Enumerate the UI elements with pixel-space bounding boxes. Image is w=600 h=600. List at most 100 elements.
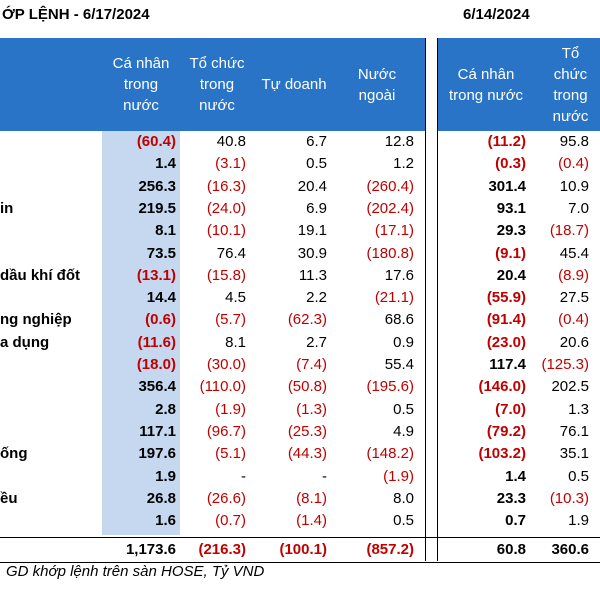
header-right: Cá nhân trong nước Tổ chức trong nước <box>437 38 600 131</box>
table-cell: (7.0) <box>495 400 526 418</box>
table-cell: (148.2) <box>366 445 414 463</box>
table-row: 117.1 (96.7) (25.3) 4.9 (79.2) 76.1 <box>0 423 600 445</box>
table-cell: 8.1 <box>225 333 246 351</box>
table-cell: 4.5 <box>225 289 246 307</box>
table-cell: (5.1) <box>215 445 246 463</box>
table-cell: (100.1) <box>279 541 327 558</box>
table-cell: (180.8) <box>366 244 414 262</box>
table-cell: 8.0 <box>393 489 414 507</box>
table-row: ng nghiệp (0.6) (5.7) (62.3) 68.6 (91.4) (0.4) <box>0 311 600 333</box>
table-cell: 20.4 <box>496 266 526 284</box>
column-divider <box>437 38 438 561</box>
header-ca-nhan-prev: Cá nhân trong nước <box>448 65 524 104</box>
table-cell: (9.1) <box>495 244 526 262</box>
table-cell: 12.8 <box>384 133 414 150</box>
table-cell: 2.2 <box>306 289 327 307</box>
table-cell: (62.3) <box>287 311 327 329</box>
table-cell: 0.9 <box>393 333 414 351</box>
table-cell: (0.4) <box>558 155 589 173</box>
table-cell: (25.3) <box>287 422 327 440</box>
table-cell: 29.3 <box>496 222 526 240</box>
table-cell: 4.9 <box>393 422 414 440</box>
row-label: ống <box>0 445 28 463</box>
table-cell: (0.6) <box>145 311 176 329</box>
header-nuoc-ngoai: Nước ngoài <box>357 65 397 104</box>
table-cell: 2.8 <box>155 400 176 418</box>
table-cell: (24.0) <box>206 199 246 217</box>
table-cell: 219.5 <box>138 199 176 217</box>
table-cell: (857.2) <box>366 541 414 558</box>
row-label: a dụng <box>0 333 50 351</box>
table-cell: (18.7) <box>549 222 589 240</box>
table-cell: 68.6 <box>384 311 414 329</box>
table-row: 73.5 76.4 30.9 (180.8) (9.1) 45.4 <box>0 245 600 267</box>
table-cell: (202.4) <box>366 199 414 217</box>
table-cell: 117.1 <box>139 422 176 440</box>
table-cell: 6.7 <box>306 133 327 150</box>
table-cell: (96.7) <box>206 422 246 440</box>
table-cell: (195.6) <box>366 378 414 396</box>
table-row: 1.6 (0.7) (1.4) 0.5 0.7 1.9 <box>0 512 600 534</box>
table-row: in 219.5 (24.0) 6.9 (202.4) 93.1 7.0 <box>0 200 600 222</box>
table-cell: 1.4 <box>505 467 526 485</box>
table-cell: (1.9) <box>215 400 246 418</box>
table-cell: (110.0) <box>199 378 246 396</box>
table-cell: 19.1 <box>297 222 327 240</box>
table-cell: 95.8 <box>559 133 589 150</box>
table-cell: 1.6 <box>155 512 176 530</box>
table-cell: (60.4) <box>136 133 176 150</box>
table-cell: 1.9 <box>155 467 176 485</box>
table-cell: (260.4) <box>366 177 414 195</box>
table-cell: 1,173.6 <box>125 541 176 558</box>
table-cell: - <box>241 467 246 485</box>
table-cell: 301.4 <box>488 177 526 195</box>
table-row: ều 26.8 (26.6) (8.1) 8.0 23.3 (10.3) <box>0 490 600 512</box>
row-label: ều <box>0 489 18 507</box>
table-cell: (91.4) <box>486 311 526 329</box>
table-cell: (18.0) <box>136 356 176 373</box>
table-cell: (23.0) <box>486 333 526 351</box>
table-cell: 76.4 <box>216 244 246 262</box>
table-cell: (15.8) <box>206 266 246 284</box>
table-cell: 93.1 <box>496 199 526 217</box>
table-cell: (11.2) <box>487 133 526 150</box>
table-cell: (7.4) <box>296 356 327 373</box>
header-left: Cá nhân trong nước Tổ chức trong nước Tự… <box>0 38 425 131</box>
table-cell: (146.0) <box>478 378 526 396</box>
table-row: 14.4 4.5 2.2 (21.1) (55.9) 27.5 <box>0 289 600 311</box>
table-cell: 30.9 <box>297 244 327 262</box>
table-row: (60.4) 40.8 6.7 12.8 (11.2) 95.8 <box>0 133 600 155</box>
header-to-chuc-prev: Tổ chức trong nước <box>552 44 589 125</box>
table-cell: (1.3) <box>296 400 327 418</box>
table-cell: (44.3) <box>287 445 327 463</box>
table-cell: 10.9 <box>559 177 589 195</box>
highlight-column <box>102 131 180 535</box>
table-cell: (79.2) <box>486 422 526 440</box>
total-row: 1,173.6 (216.3) (100.1) (857.2) 60.8 360.6 <box>0 537 600 563</box>
table-cell: (5.7) <box>215 311 246 329</box>
table-cell: 0.5 <box>306 155 327 173</box>
table-cell: (16.3) <box>206 177 246 195</box>
table-row: a dụng (11.6) 8.1 2.7 0.9 (23.0) 20.6 <box>0 334 600 356</box>
table-cell: 356.4 <box>138 378 176 396</box>
table-cell: (10.1) <box>206 222 246 240</box>
table-cell: 117.4 <box>489 356 526 373</box>
table-cell: 35.1 <box>559 445 589 463</box>
table-cell: (26.6) <box>206 489 246 507</box>
table-cell: 197.6 <box>138 445 176 463</box>
table-row: dầu khí đốt (13.1) (15.8) 11.3 17.6 20.4 (8.9) <box>0 267 600 289</box>
table-cell: (8.1) <box>296 489 327 507</box>
table-cell: (1.9) <box>383 467 414 485</box>
table-cell: 0.7 <box>505 512 526 530</box>
table-cell: 60.8 <box>496 541 526 558</box>
table-cell: (50.8) <box>287 378 327 396</box>
table-cell: 23.3 <box>496 489 526 507</box>
table-cell: 73.5 <box>146 244 176 262</box>
table-cell: 17.6 <box>384 266 414 284</box>
header-to-chuc: Tổ chức trong nước <box>189 55 245 114</box>
table-cell: 14.4 <box>146 289 176 307</box>
table-cell: (11.6) <box>137 333 176 351</box>
table-cell: (3.1) <box>215 155 246 173</box>
table-cell: 20.4 <box>297 177 327 195</box>
table-cell: 7.0 <box>568 199 589 217</box>
